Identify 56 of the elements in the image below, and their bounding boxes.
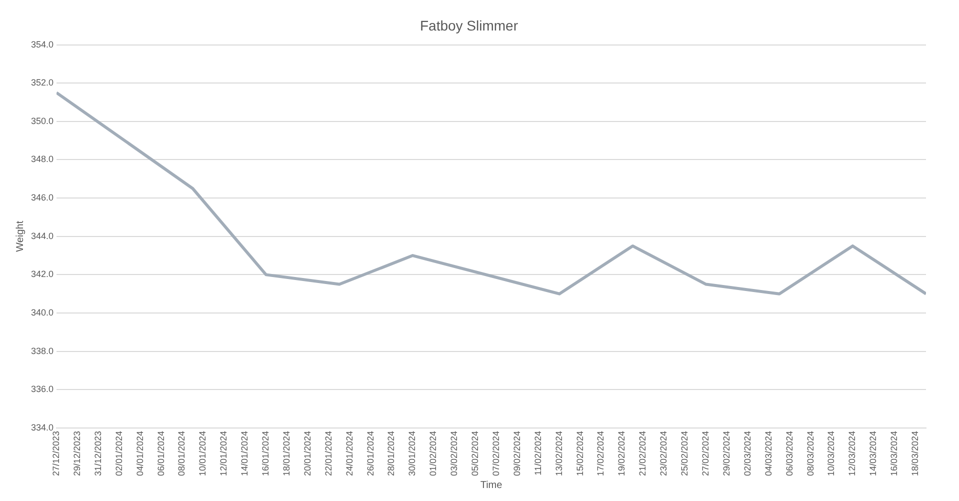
x-tick-label: 18/03/2024: [910, 430, 920, 476]
chart-title: Fatboy Slimmer: [420, 17, 518, 34]
x-tick-label: 26/01/2024: [365, 430, 376, 476]
x-tick-label: 04/01/2024: [134, 430, 145, 476]
x-tick-label: 02/03/2024: [742, 430, 752, 476]
x-tick-label: 15/02/2024: [574, 430, 585, 476]
x-tick-label: 28/01/2024: [386, 430, 396, 476]
x-tick-label: 06/03/2024: [784, 430, 794, 476]
x-tick-label: 12/03/2024: [847, 430, 858, 476]
x-tick-label: 01/02/2024: [428, 430, 438, 476]
x-tick-label: 19/02/2024: [616, 430, 627, 476]
x-tick-label: 13/02/2024: [554, 430, 564, 476]
x-tick-label: 08/03/2024: [805, 430, 816, 476]
y-axis-title: Weight: [14, 220, 26, 252]
x-tick-label: 25/02/2024: [680, 430, 690, 476]
x-tick-label: 24/01/2024: [344, 430, 354, 476]
x-tick-label: 27/02/2024: [700, 430, 710, 476]
y-tick-label: 340.0: [30, 307, 54, 318]
x-tick-label: 03/02/2024: [449, 430, 460, 476]
x-tick-label: 18/01/2024: [281, 430, 292, 476]
y-tick-label: 344.0: [30, 230, 54, 241]
x-tick-label: 12/01/2024: [218, 430, 229, 476]
x-tick-label: 05/02/2024: [470, 430, 480, 476]
x-tick-label: 30/01/2024: [407, 430, 418, 476]
x-tick-label: 22/01/2024: [323, 430, 334, 476]
x-tick-label: 04/03/2024: [763, 430, 774, 476]
y-tick-label: 336.0: [30, 384, 54, 394]
x-tick-label: 10/01/2024: [198, 430, 208, 476]
x-tick-label: 31/12/2023: [92, 430, 103, 476]
y-tick-label: 352.0: [30, 78, 54, 88]
y-tick-label: 354.0: [30, 39, 54, 50]
x-tick-label: 07/02/2024: [490, 430, 501, 476]
x-tick-label: 16/01/2024: [260, 430, 271, 476]
y-tick-label: 348.0: [30, 154, 54, 164]
x-tick-label: 14/01/2024: [240, 430, 250, 476]
x-tick-label: 14/03/2024: [868, 430, 878, 476]
x-tick-label: 11/02/2024: [532, 430, 543, 476]
x-tick-label: 16/03/2024: [889, 430, 900, 476]
y-tick-label: 346.0: [30, 192, 54, 203]
y-tick-label: 350.0: [30, 116, 54, 126]
x-tick-label: 06/01/2024: [156, 430, 166, 476]
y-tick-label: 342.0: [30, 269, 54, 280]
x-axis-title: Time: [480, 480, 503, 491]
x-tick-label: 29/12/2023: [72, 430, 82, 476]
x-tick-label: 02/01/2024: [114, 430, 124, 476]
x-tick-label: 21/02/2024: [638, 430, 648, 476]
x-tick-label: 20/01/2024: [302, 430, 312, 476]
x-tick-label: 23/02/2024: [658, 430, 669, 476]
x-tick-label: 10/03/2024: [826, 430, 836, 476]
y-tick-label: 338.0: [30, 346, 54, 356]
x-tick-label: 17/02/2024: [596, 430, 606, 476]
y-tick-label: 334.0: [30, 422, 54, 432]
x-tick-label: 09/02/2024: [512, 430, 522, 476]
x-tick-label: 29/02/2024: [721, 430, 732, 476]
x-tick-label: 27/12/2023: [51, 430, 62, 476]
x-tick-label: 08/01/2024: [176, 430, 187, 476]
